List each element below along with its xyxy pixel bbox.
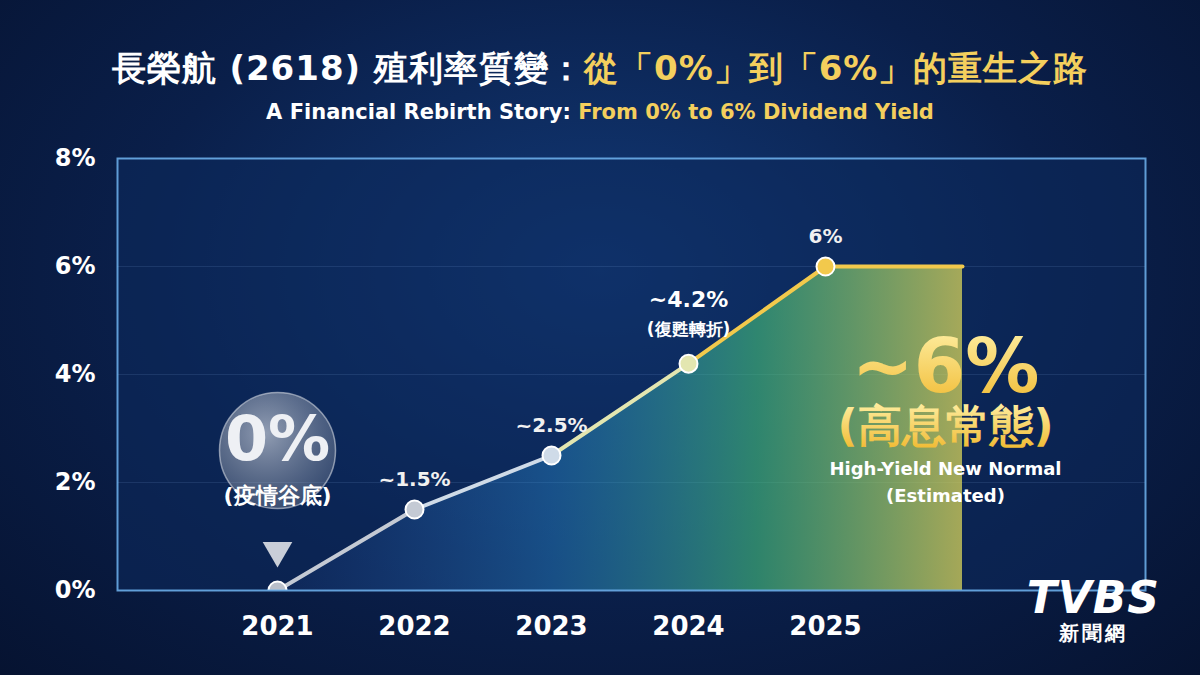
- svg-text:(復甦轉折): (復甦轉折): [647, 319, 731, 339]
- svg-text:2023: 2023: [515, 611, 587, 641]
- html-text:新聞網: 新聞網: [1058, 621, 1128, 645]
- svg-text:2021: 2021: [241, 611, 313, 641]
- svg-text:~2.5%: ~2.5%: [515, 413, 587, 437]
- svg-text:0%: 0%: [55, 576, 96, 604]
- svg-text:(Estimated): (Estimated): [886, 485, 1005, 506]
- html-text:A Financial Rebirth Story: Fro: A Financial Rebirth Story: From 0% to 6%…: [266, 100, 934, 124]
- svg-text:2024: 2024: [652, 611, 724, 641]
- svg-text:6%: 6%: [809, 224, 843, 248]
- svg-text:~4.2%: ~4.2%: [649, 287, 728, 312]
- svg-text:4%: 4%: [55, 360, 96, 388]
- html-text:TVBS: TVBS: [1026, 572, 1160, 623]
- svg-text:(高息常態): (高息常態): [837, 400, 1053, 451]
- svg-text:2%: 2%: [55, 468, 96, 496]
- svg-text:2022: 2022: [378, 611, 450, 641]
- svg-text:8%: 8%: [55, 144, 96, 172]
- svg-text:High-Yield New Normal: High-Yield New Normal: [829, 458, 1061, 479]
- html-text:長榮航 (2618) 殖利率質變：從「0%」到「6%」的重生: 長榮航 (2618) 殖利率質變：從「0%」到「6%」的重生之路: [111, 48, 1089, 88]
- svg-text:6%: 6%: [55, 252, 96, 280]
- svg-text:2025: 2025: [789, 611, 861, 641]
- svg-text:(疫情谷底): (疫情谷底): [223, 483, 331, 508]
- svg-text:~6%: ~6%: [852, 323, 1040, 409]
- svg-text:~1.5%: ~1.5%: [378, 467, 450, 491]
- svg-text:0%: 0%: [225, 402, 330, 475]
